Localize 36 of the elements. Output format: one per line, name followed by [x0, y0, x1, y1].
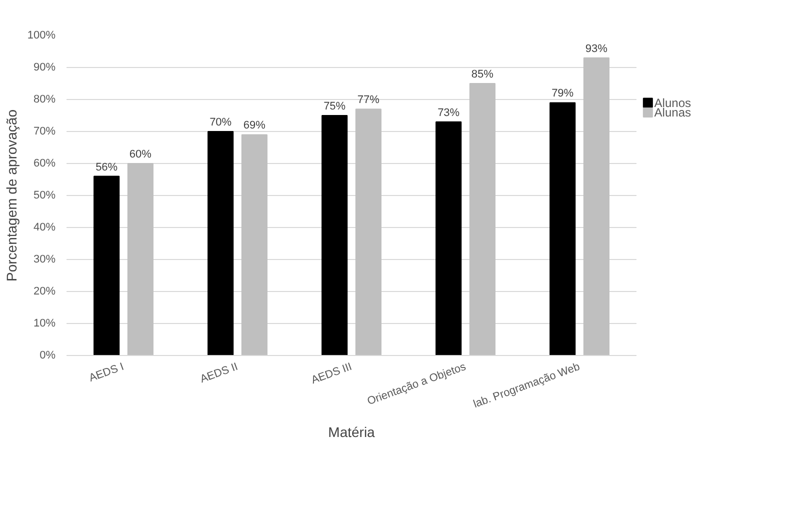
data-label: 93% — [585, 42, 608, 55]
data-label: 56% — [96, 161, 118, 174]
bar — [241, 134, 268, 356]
bar — [469, 83, 496, 356]
y-tick-label: 40% — [33, 222, 56, 234]
y-tick-label: 50% — [33, 190, 56, 202]
bar — [208, 131, 234, 356]
y-tick-label: 80% — [33, 94, 56, 106]
data-label: 77% — [357, 94, 380, 106]
x-tick-label: AEDS III — [310, 360, 354, 387]
bar — [583, 57, 610, 356]
x-axis-title: Matéria — [328, 424, 376, 440]
bar — [436, 121, 462, 356]
y-tick-label: 0% — [40, 350, 56, 362]
data-label: 75% — [324, 100, 346, 112]
data-label: 73% — [438, 106, 460, 119]
y-tick-label: 60% — [33, 158, 56, 170]
data-label: 85% — [471, 68, 494, 80]
bar — [322, 115, 348, 356]
y-tick-label: 20% — [33, 286, 56, 298]
data-label: 79% — [552, 88, 574, 100]
y-tick-label: 100% — [27, 30, 56, 42]
y-tick-label: 90% — [33, 62, 56, 74]
y-tick-label: 30% — [33, 254, 56, 266]
data-label: 70% — [210, 116, 232, 128]
bar — [550, 102, 576, 356]
y-tick-label: 70% — [33, 126, 56, 138]
y-tick-label: 10% — [33, 318, 56, 330]
x-tick-label: AEDS II — [198, 360, 240, 386]
bar — [127, 163, 154, 356]
data-label: 60% — [129, 148, 152, 160]
bar — [355, 108, 382, 356]
data-label: 69% — [243, 120, 266, 132]
y-axis-title: Porcentagem de aprovação — [3, 109, 20, 282]
bar — [94, 176, 120, 356]
x-tick-label: AEDS I — [88, 360, 126, 384]
